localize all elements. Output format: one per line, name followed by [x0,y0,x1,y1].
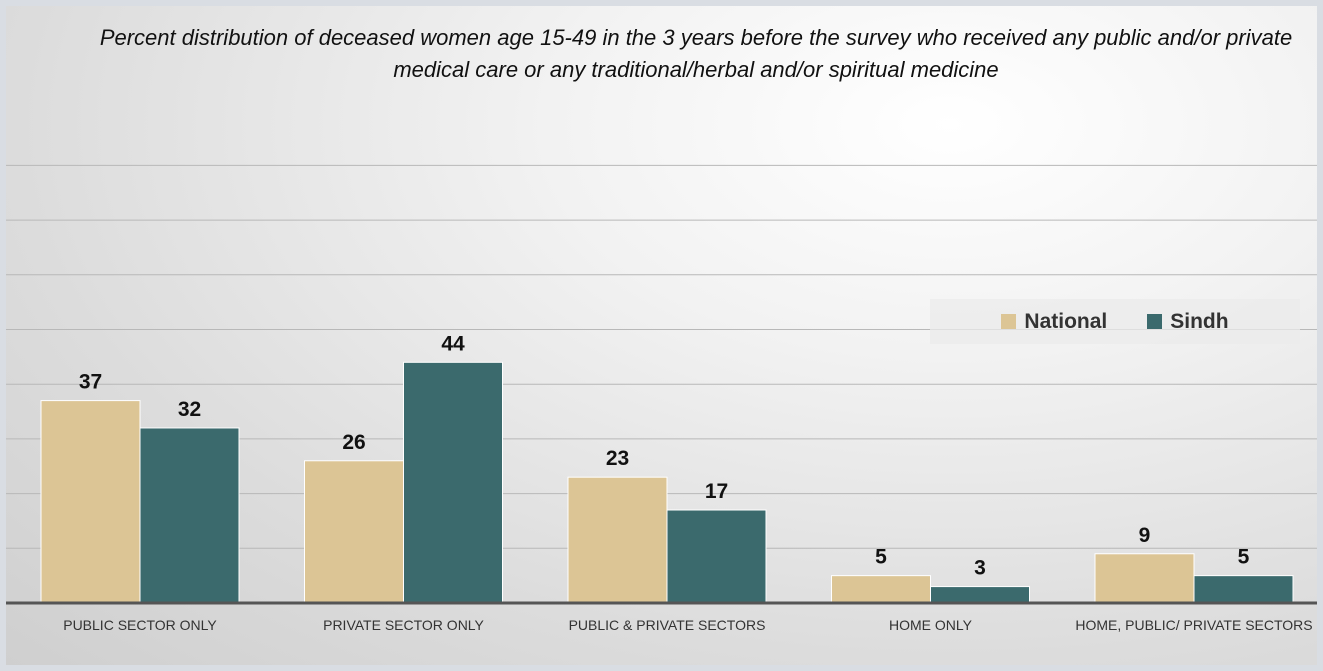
legend-label-sindh: Sindh [1170,309,1229,333]
bars [40,361,1294,604]
data-labels: 37 32 26 44 23 17 5 3 9 5 [79,332,1250,579]
data-label-national-4: 9 [1139,524,1151,547]
bar-sindh-0 [139,427,240,604]
legend: National Sindh [930,299,1300,344]
bar-sindh-2 [666,509,767,604]
data-label-national-0: 37 [79,371,102,394]
category-label-1: PRIVATE SECTOR ONLY [323,617,484,633]
bar-chart: 37 32 26 44 23 17 5 3 9 5 PUBLIC SECTOR ONLY PRIVA… [6,164,1317,633]
category-label-4: HOME, PUBLIC/ PRIVATE SECTORS [1075,617,1312,633]
legend-swatch-national [1001,314,1017,329]
legend-item-national: National [1001,310,1107,334]
chart-title: Percent distribution of deceased women a… [99,25,1293,82]
bar-national-1 [304,460,404,604]
bar-national-3 [831,575,931,604]
category-label-0: PUBLIC SECTOR ONLY [63,617,217,633]
category-label-2: PUBLIC & PRIVATE SECTORS [569,617,766,633]
gridlines [6,164,1317,549]
legend-label-national: National [1024,309,1108,333]
data-label-sindh-3: 3 [974,557,986,580]
data-label-national-2: 23 [606,447,629,470]
data-label-sindh-4: 5 [1238,546,1250,569]
bar-sindh-1 [403,361,503,604]
data-label-sindh-2: 17 [705,480,728,503]
legend-item-sindh: Sindh [1147,309,1229,334]
bar-national-2 [567,476,668,604]
category-labels: PUBLIC SECTOR ONLY PRIVATE SECTOR ONLY PUB… [63,617,1312,633]
bar-sindh-3 [930,586,1030,604]
data-label-national-3: 5 [875,546,887,569]
data-label-sindh-0: 32 [178,398,201,421]
bar-national-0 [40,400,141,604]
data-label-sindh-1: 44 [441,332,465,355]
bar-national-4 [1094,553,1195,604]
bar-sindh-4 [1193,575,1294,604]
legend-swatch-sindh [1147,314,1163,329]
data-label-national-1: 26 [342,431,365,454]
category-label-3: HOME ONLY [889,617,973,633]
